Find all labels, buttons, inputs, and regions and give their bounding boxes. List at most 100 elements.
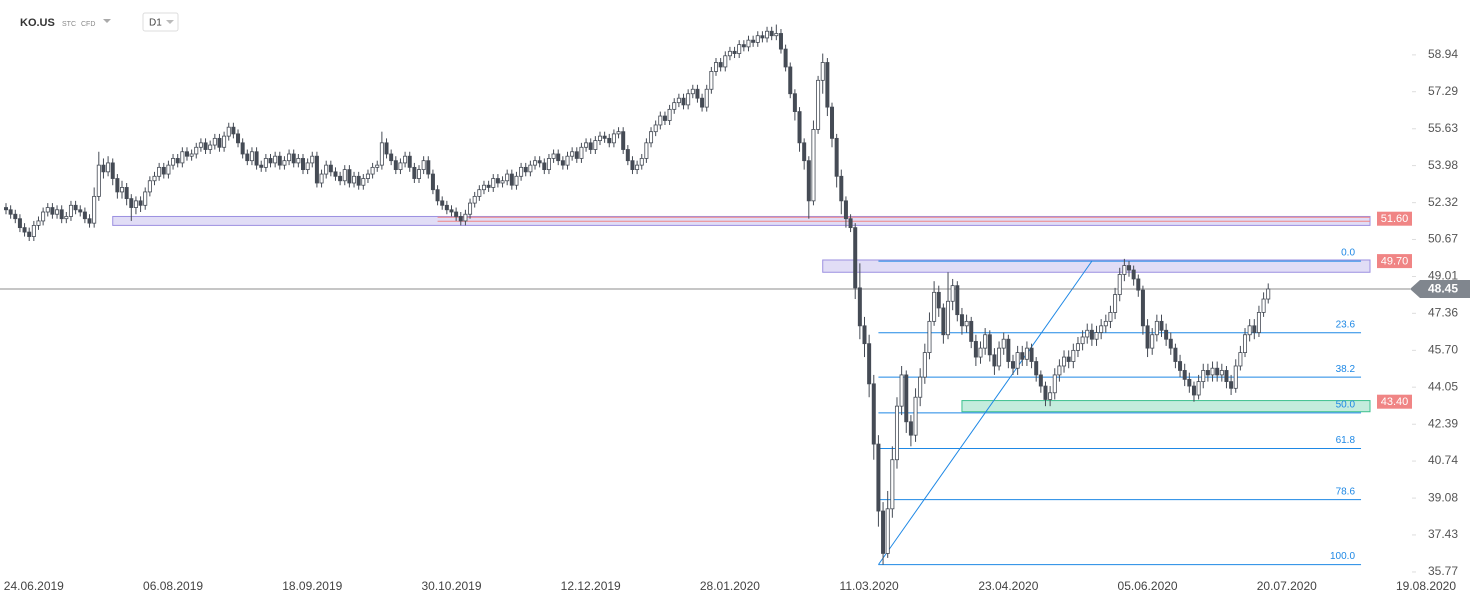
candle-body [426,160,431,175]
candle-body [291,153,296,164]
candle-body [1154,320,1159,336]
candle-body [607,137,612,144]
candle-body [927,320,932,353]
candle-body [64,216,69,220]
candle-body [435,189,440,202]
candle-body [13,213,18,220]
candle-body [950,285,955,302]
candle-body [245,153,250,162]
candle-body [816,79,821,130]
x-tick-label: 12.12.2019 [561,579,621,593]
candle-body [574,151,579,159]
candle-body [379,142,384,166]
candle-body [180,151,185,164]
candle-body [1020,352,1025,360]
candle-body [1182,370,1187,380]
candle-body [992,354,997,367]
candle-body [240,142,245,155]
candle-body [41,211,46,222]
candle-body [1117,274,1122,295]
candle-body [806,160,811,202]
candle-body [862,325,867,345]
candle-body [31,224,36,237]
candle-body [352,175,357,184]
fib-label: 38.2 [1336,364,1356,375]
candle-body [1219,370,1224,376]
x-tick-label: 11.03.2020 [840,579,899,593]
timeframe-select[interactable] [142,12,179,32]
candle-body [751,39,756,43]
candle-body [152,175,157,182]
candle-body [101,164,106,173]
candle-body [92,195,97,224]
fib-label: 50.0 [1336,399,1356,410]
candle-body [110,162,115,179]
x-tick-label: 19.08.2020 [1396,579,1456,593]
candle-body [50,207,55,215]
candle-body [486,184,491,188]
timeframe-caret [166,20,174,24]
candle-body [918,376,923,398]
candle-body [509,173,514,186]
candle-body [1187,378,1192,387]
candle-body [342,169,347,182]
candle-body [519,166,524,177]
candle-body [1099,325,1104,333]
candle-body [788,66,793,95]
candle-body [17,218,22,229]
candle-body [1122,265,1127,275]
candle-body [811,129,816,202]
candle-body [1210,367,1215,376]
candle-body [913,396,918,436]
candle-body [936,291,941,309]
candle-body [417,169,422,179]
x-tick-label: 20.07.2020 [1257,579,1317,593]
candle-body [384,142,389,155]
level-label: 51.60 [1381,213,1409,225]
level-badge [1377,211,1412,226]
candle-body [500,180,505,184]
candle-body [853,227,858,289]
candle-body [969,320,974,342]
candle-body [296,158,301,164]
candle-body [73,204,78,211]
candle-body [495,178,500,184]
candle-body [704,88,709,108]
candle-body [222,135,227,148]
candle-body [375,164,380,168]
y-tick-label: 44.05 [1428,379,1458,393]
candle-body [361,178,366,186]
candle-body [440,200,445,206]
candle-body [741,44,746,48]
x-tick-label: 28.01.2020 [700,579,760,593]
candle-body [1108,312,1113,322]
candle-body [203,142,208,150]
candle-body [1256,312,1261,333]
candle-body [737,44,742,54]
candle-body [1243,334,1248,353]
candle-body [890,459,895,510]
candle-body [1215,367,1220,376]
candle-body [277,155,282,166]
candle-body [1266,288,1271,300]
level-label: 43.40 [1381,396,1409,408]
candle-body [1089,329,1094,340]
candle-body [87,218,92,224]
candle-body [1164,329,1169,340]
candle-body [644,142,649,159]
candle-body [287,153,292,162]
candle-body [8,209,13,215]
symbol-dropdown[interactable] [103,19,111,23]
candle-body [881,510,886,554]
candle-body [226,126,231,137]
candle-body [593,140,598,150]
candle-body [783,48,788,68]
candle-body [941,307,946,336]
candle-body [324,164,329,175]
candle-body [481,184,486,191]
candle-body [732,50,737,54]
candle-body [932,291,937,322]
candle-body [449,209,454,213]
candle-body [273,155,278,164]
